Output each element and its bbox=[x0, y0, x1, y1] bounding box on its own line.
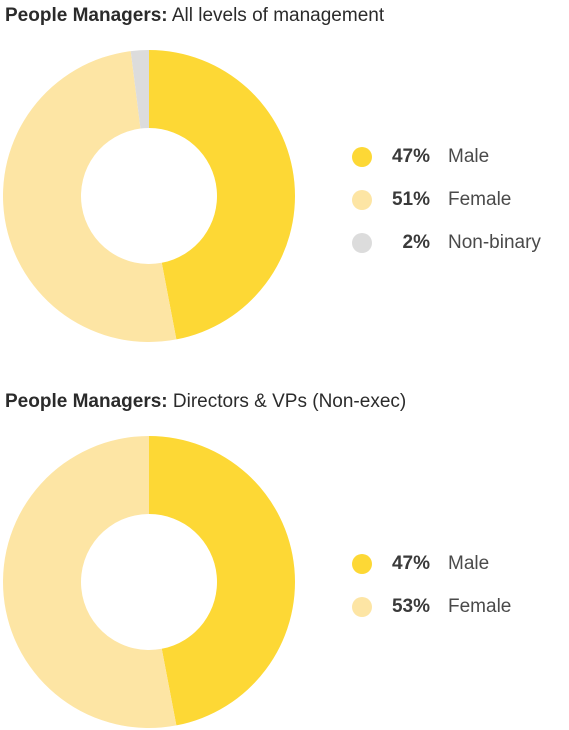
legend-label: Non-binary bbox=[448, 231, 541, 253]
legend-label: Female bbox=[448, 188, 512, 210]
legend-item-male: 47% Male bbox=[352, 135, 541, 178]
chart-all-levels: People Managers: All levels of managemen… bbox=[0, 4, 569, 344]
legend: 47% Male 51% Female 2% Non-binary bbox=[352, 135, 541, 264]
legend-value: 53% bbox=[391, 595, 430, 617]
legend-label: Male bbox=[448, 145, 490, 167]
legend-swatch-male bbox=[352, 146, 372, 167]
donut-slice-female bbox=[2, 51, 177, 343]
legend-value: 2% bbox=[402, 231, 430, 253]
chart-title-rest: Directors & VPs (Non-exec) bbox=[167, 391, 407, 412]
legend-swatch-female bbox=[352, 189, 372, 210]
legend-label: Male bbox=[448, 552, 490, 574]
legend: 47% Male 53% Female bbox=[352, 542, 511, 628]
legend-item-non-binary: 2% Non-binary bbox=[352, 221, 541, 264]
legend-value: 51% bbox=[391, 188, 430, 210]
donut-slice-female bbox=[3, 436, 177, 728]
donut-slice-non-binary bbox=[130, 50, 149, 129]
legend-value: 47% bbox=[391, 552, 430, 574]
donut-slice-male bbox=[149, 436, 296, 726]
chart-title-bold: People Managers: bbox=[5, 5, 168, 26]
chart-title-rest: All levels of management bbox=[167, 5, 385, 26]
legend-swatch-male bbox=[352, 553, 372, 574]
legend-value: 47% bbox=[391, 145, 430, 167]
donut-slice-male bbox=[149, 50, 296, 340]
chart-title: People Managers: Directors & VPs (Non-ex… bbox=[5, 390, 406, 414]
legend-item-female: 51% Female bbox=[352, 178, 541, 221]
legend-swatch-non-binary bbox=[352, 232, 372, 253]
legend-swatch-female bbox=[352, 596, 372, 617]
legend-label: Female bbox=[448, 595, 512, 617]
chart-directors-vps: People Managers: Directors & VPs (Non-ex… bbox=[0, 390, 569, 729]
legend-item-female: 53% Female bbox=[352, 585, 511, 628]
donut-chart bbox=[3, 436, 296, 728]
legend-item-male: 47% Male bbox=[352, 542, 511, 585]
donut-chart bbox=[2, 50, 296, 343]
chart-title-bold: People Managers: bbox=[5, 391, 168, 412]
chart-title: People Managers: All levels of managemen… bbox=[5, 4, 384, 28]
